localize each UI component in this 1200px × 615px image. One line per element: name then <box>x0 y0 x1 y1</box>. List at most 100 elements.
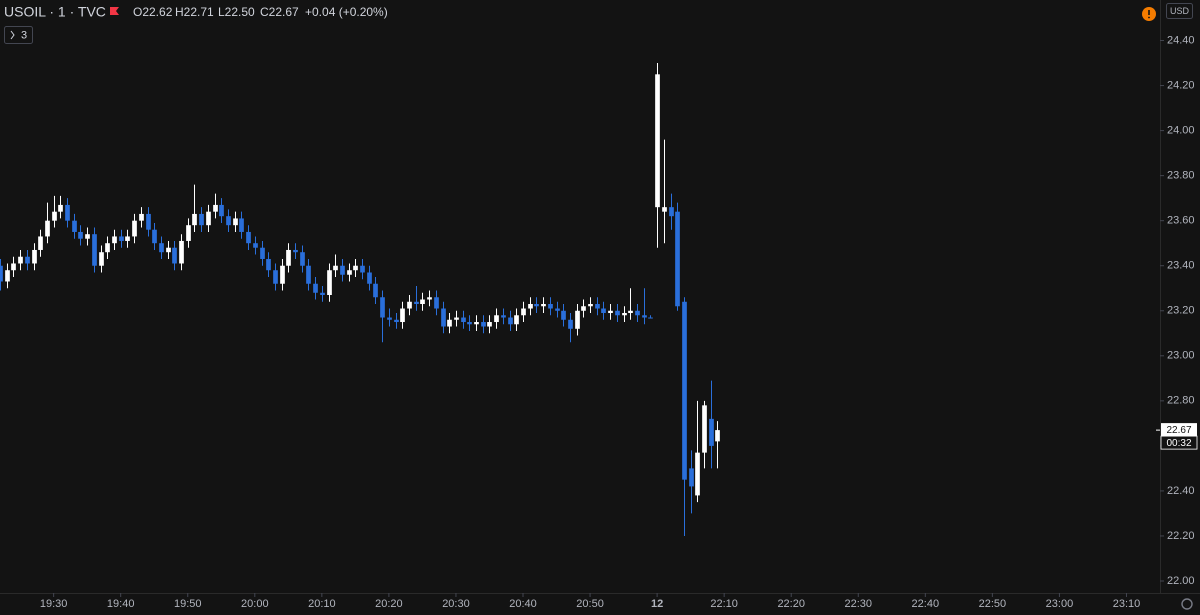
candle <box>400 301 405 329</box>
y-tick-label: 24.20 <box>1167 79 1195 91</box>
candle <box>615 304 620 323</box>
candle-body <box>333 265 338 271</box>
candle-body <box>360 265 365 273</box>
candle <box>347 263 352 282</box>
x-tick-label: 20:10 <box>308 598 336 610</box>
candle-body <box>347 270 352 275</box>
candle <box>159 236 164 259</box>
candle <box>306 258 311 291</box>
candle <box>367 265 372 291</box>
candle-body <box>514 315 519 325</box>
candle-body <box>628 310 633 314</box>
candle-body <box>219 204 224 217</box>
candle-body <box>172 247 177 264</box>
y-tick-label: 23.00 <box>1167 350 1195 362</box>
candle <box>152 222 157 250</box>
candle <box>474 315 479 332</box>
candle-body <box>5 270 10 282</box>
candle <box>112 229 117 250</box>
candle-body <box>487 322 492 327</box>
candle <box>313 276 318 300</box>
candle <box>72 213 77 239</box>
candle-body <box>420 299 425 305</box>
candle-body <box>474 322 479 325</box>
toggle-box[interactable] <box>4 26 33 44</box>
candle <box>447 313 452 334</box>
symbol-title[interactable]: USOIL · 1 · TVC <box>4 4 106 20</box>
candle-body <box>689 468 694 487</box>
candle <box>568 313 573 343</box>
flag-icon[interactable] <box>110 7 119 15</box>
candle-body <box>192 213 197 226</box>
candle-body <box>367 272 372 284</box>
candle-body <box>340 265 345 275</box>
currency-box[interactable] <box>1166 3 1193 19</box>
y-tick-label: 22.00 <box>1167 575 1195 587</box>
candle-body <box>253 243 258 248</box>
candle-body <box>541 304 546 307</box>
x-tick-label: 19:40 <box>107 598 135 610</box>
candle-body <box>226 216 231 226</box>
candle-body <box>213 204 218 212</box>
candle-body <box>548 304 553 309</box>
candle-body <box>152 229 157 244</box>
candle-body <box>622 313 627 316</box>
candle <box>146 207 151 237</box>
candle-body <box>501 315 506 318</box>
candle <box>575 304 580 336</box>
indicators-toggle[interactable]: 3 <box>4 26 33 44</box>
candle <box>642 288 647 325</box>
candle <box>320 285 325 302</box>
candle-body <box>45 220 50 237</box>
candle <box>380 290 385 343</box>
candle <box>709 380 714 469</box>
candle-body <box>467 322 472 325</box>
candle <box>333 254 338 277</box>
candle-body <box>166 247 171 253</box>
candle <box>682 297 687 536</box>
candle-body <box>0 265 3 282</box>
candle-body <box>246 231 251 244</box>
candle-body <box>78 231 83 239</box>
candle-body <box>266 258 271 271</box>
candle <box>340 258 345 282</box>
candle <box>628 288 633 320</box>
currency-label[interactable]: USD <box>1170 6 1190 16</box>
toggle-chevron[interactable] <box>10 30 15 40</box>
candle-body <box>233 218 238 226</box>
candle <box>508 310 513 332</box>
candle <box>206 204 211 232</box>
x-tick-label: 20:20 <box>375 598 403 610</box>
candle-body <box>615 310 620 316</box>
ohlc-low: L22.50 <box>218 5 255 19</box>
candle <box>327 263 332 302</box>
candle-body <box>481 322 486 327</box>
candle <box>192 184 197 232</box>
candle <box>534 297 539 314</box>
candle-body <box>575 310 580 329</box>
candle <box>441 301 446 334</box>
candle-body <box>313 283 318 293</box>
candle-body <box>675 211 680 307</box>
settings-icon[interactable] <box>1181 598 1193 610</box>
candle-body <box>300 252 305 266</box>
candle <box>0 258 3 291</box>
candle <box>675 202 680 311</box>
candle <box>454 310 459 327</box>
candle-body <box>669 207 674 217</box>
candle-body <box>99 252 104 266</box>
candle <box>226 209 231 232</box>
candle <box>601 301 606 320</box>
candle-body <box>494 315 499 323</box>
toggle-count[interactable]: 3 <box>21 29 27 41</box>
candle <box>125 229 130 248</box>
x-tick-label: 22:40 <box>912 598 940 610</box>
y-tick-label: 22.20 <box>1167 530 1195 542</box>
candle-body <box>139 213 144 221</box>
candle <box>414 285 419 311</box>
x-tick-label: 23:00 <box>1046 598 1074 610</box>
candle <box>635 304 640 323</box>
candle <box>541 297 546 314</box>
candle <box>528 297 533 316</box>
